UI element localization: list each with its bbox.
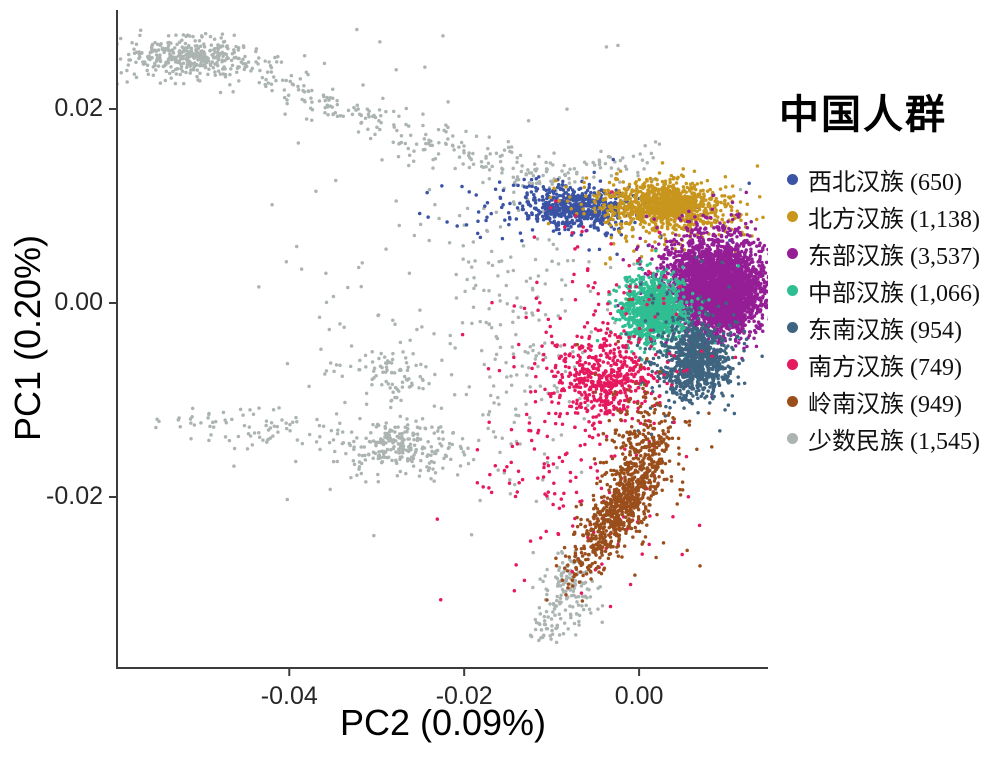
legend-item: 北方汉族 (1,138): [779, 198, 993, 235]
x-tick-label: 0.00: [614, 682, 664, 710]
legend-item: 岭南汉族 (949): [779, 383, 993, 420]
legend-dot-icon: [787, 396, 798, 407]
legend-dot-icon: [787, 322, 798, 333]
legend-item-label: 中部汉族 (1,066): [808, 281, 980, 307]
legend: 中国人群 西北汉族 (650) 北方汉族 (1,138) 东部汉族 (3,537…: [779, 90, 993, 455]
y-axis-title: PC1 (0.20%): [7, 234, 48, 442]
legend-item: 少数民族 (1,545): [779, 420, 993, 457]
legend-items: 西北汉族 (650) 北方汉族 (1,138) 东部汉族 (3,537) 中部汉…: [779, 161, 993, 457]
legend-item: 南方汉族 (749): [779, 346, 993, 383]
legend-item: 西北汉族 (650): [779, 161, 993, 198]
x-tick-label: -0.04: [260, 682, 318, 710]
legend-item-label: 岭南汉族 (949): [808, 392, 962, 418]
legend-item-label: 西北汉族 (650): [808, 170, 962, 196]
y-tick-label: 0.00: [54, 288, 103, 317]
legend-title: 中国人群: [779, 92, 947, 137]
legend-dot-icon: [787, 359, 798, 370]
x-axis-title: PC2 (0.09%): [339, 702, 547, 743]
x-tick-label: -0.02: [435, 682, 493, 710]
legend-dot-icon: [787, 248, 798, 259]
y-tick-label: 0.02: [54, 94, 103, 123]
legend-item-label: 东部汉族 (3,537): [808, 244, 980, 270]
legend-item: 东部汉族 (3,537): [779, 235, 993, 272]
legend-item-label: 少数民族 (1,545): [808, 429, 980, 455]
legend-dot-icon: [787, 433, 798, 444]
legend-dot-icon: [787, 285, 798, 296]
legend-item: 中部汉族 (1,066): [779, 272, 993, 309]
legend-item: 东南汉族 (954): [779, 309, 993, 346]
legend-item-label: 南方汉族 (749): [808, 355, 962, 381]
legend-dot-icon: [787, 211, 798, 222]
legend-dot-icon: [787, 174, 798, 185]
legend-item-label: 东南汉族 (954): [808, 318, 962, 344]
legend-item-label: 北方汉族 (1,138): [808, 207, 980, 233]
y-tick-label: -0.02: [46, 482, 103, 510]
